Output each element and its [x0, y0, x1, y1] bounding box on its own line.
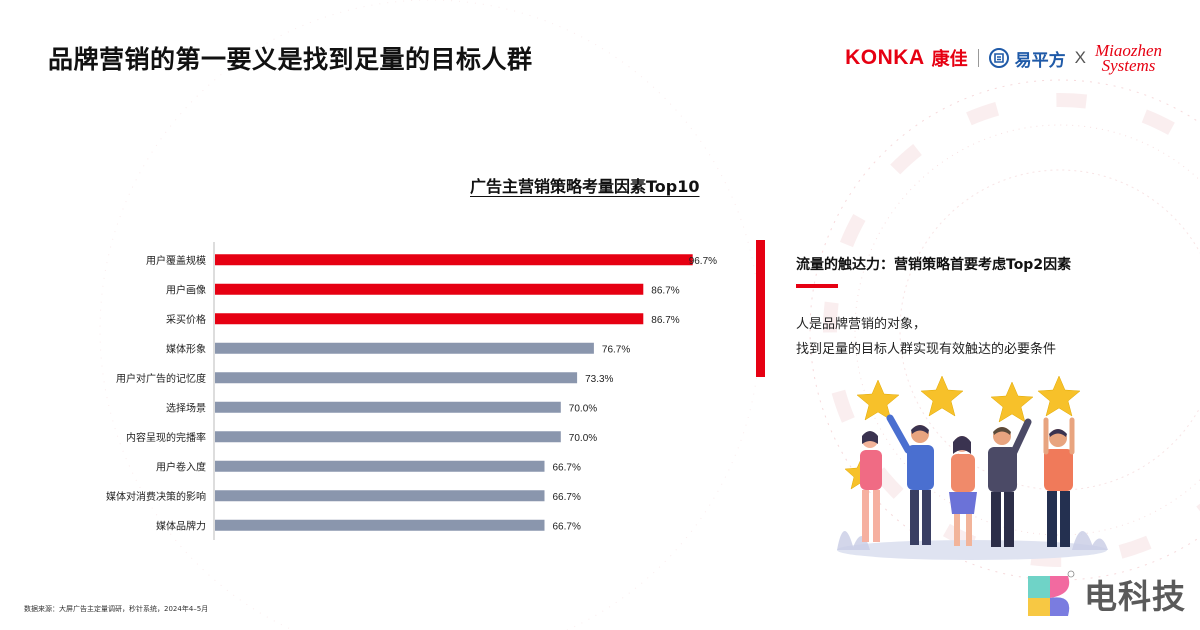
category-label: 采买价格	[166, 313, 206, 326]
value-label: 86.7%	[651, 285, 679, 296]
bar	[215, 313, 644, 325]
category-label: 选择场景	[166, 401, 206, 414]
miaozhen-logo: Miaozhen Systems	[1094, 41, 1162, 75]
star-icon	[1037, 375, 1081, 417]
bar	[215, 519, 545, 531]
category-label: 用户对广告的记忆度	[116, 372, 206, 385]
logo-divider	[977, 49, 979, 67]
miaozhen-line1: Miaozhen	[1094, 41, 1162, 60]
value-label: 73.3%	[585, 374, 613, 385]
value-label: 70.0%	[569, 433, 597, 444]
yipingfang-logo-icon	[988, 48, 1009, 68]
star-icon	[920, 375, 964, 417]
category-label: 内容呈现的完播率	[126, 431, 206, 444]
category-label: 用户卷入度	[156, 460, 206, 473]
insight-title: 流量的触达力：营销策略首要考虑Top2因素	[796, 257, 1072, 273]
brand-logos: KONKA 康佳 易平方 X Miaozhen Systems	[845, 36, 1162, 80]
star-icon	[856, 379, 900, 421]
miaozhen-line2: Systems	[1101, 56, 1156, 75]
category-label: 媒体品牌力	[156, 519, 206, 532]
watermark-text: 电科技	[1084, 577, 1186, 616]
yipingfang-logo: 易平方	[1014, 50, 1066, 71]
value-label: 66.7%	[552, 521, 580, 532]
data-source-note: 数据来源：大屏广告主定量调研，秒针系统，2024年4–5月	[24, 605, 209, 613]
bar	[215, 342, 594, 354]
value-label: 76.7%	[602, 344, 630, 355]
category-label: 用户画像	[166, 283, 206, 296]
value-label: 96.7%	[689, 256, 717, 267]
category-label: 媒体对消费决策的影响	[106, 490, 206, 503]
value-label: 86.7%	[651, 315, 679, 326]
bar	[215, 372, 578, 384]
konka-logo: KONKA	[845, 46, 925, 69]
category-label: 用户覆盖规模	[146, 254, 206, 267]
chart-title: 广告主营销策略考量因素Top10	[470, 177, 700, 196]
bar	[215, 283, 644, 295]
star-icon	[990, 381, 1034, 423]
bar	[215, 490, 545, 502]
bar	[215, 254, 693, 266]
dianke-logo-icon	[1028, 570, 1075, 616]
category-label: 媒体形象	[166, 343, 206, 355]
bar	[215, 431, 561, 443]
people-holding-stars-illustration	[837, 375, 1108, 560]
insight-accent-bar	[756, 240, 765, 377]
logo-x: X	[1074, 48, 1086, 67]
insight-underline	[796, 284, 838, 288]
kangjia-logo: 康佳	[931, 49, 968, 70]
insight-line-2: 找到足量的目标人群实现有效触达的必要条件	[796, 342, 1057, 357]
insight-line-1: 人是品牌营销的对象，	[796, 317, 927, 332]
insight-body: 人是品牌营销的对象， 找到足量的目标人群实现有效触达的必要条件	[796, 312, 1056, 362]
bar-chart: 用户覆盖规模 96.7% 用户画像 86.7% 采买价格 86.7% 媒体形象 76.7% 用户…	[106, 242, 717, 540]
watermark: 电科技	[1024, 566, 1194, 622]
value-label: 66.7%	[552, 462, 580, 473]
value-label: 66.7%	[552, 492, 580, 503]
bar	[215, 401, 561, 413]
page-title: 品牌营销的第一要义是找到足量的目标人群	[48, 45, 533, 74]
value-label: 70.0%	[569, 403, 597, 414]
bar	[215, 460, 545, 472]
